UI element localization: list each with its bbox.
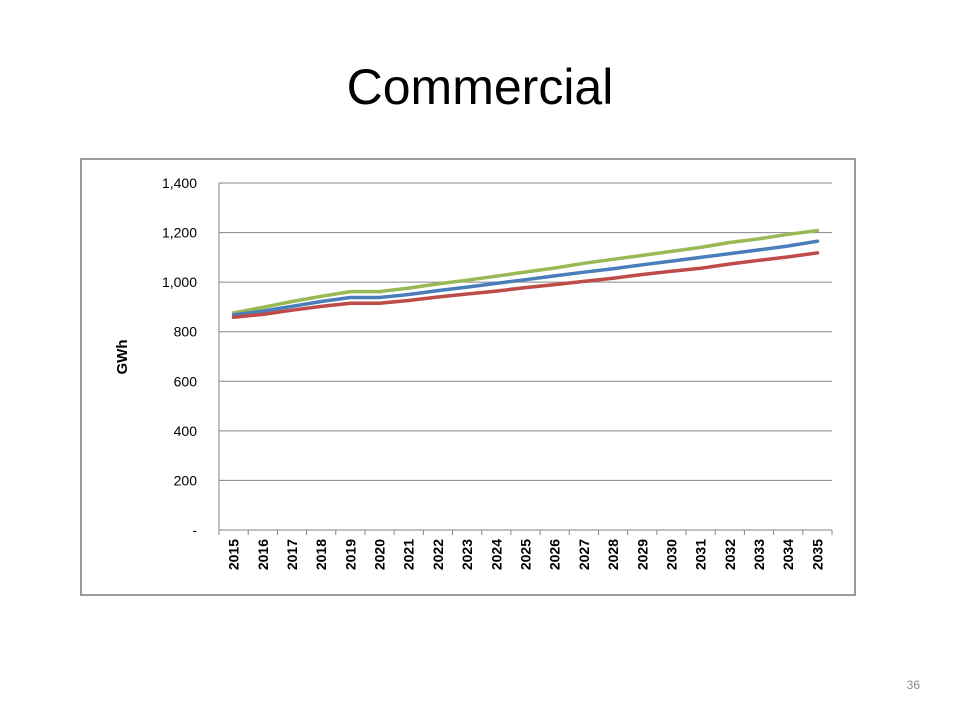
x-tick-label: 2031 — [693, 539, 709, 570]
y-tick-label: 200 — [174, 472, 198, 488]
x-tick-label: 2034 — [780, 539, 796, 570]
x-tick-label: 2020 — [372, 539, 388, 570]
y-tick-label: 400 — [174, 423, 198, 439]
x-tick-label: 2029 — [634, 539, 650, 570]
x-tick-label: 2032 — [722, 539, 738, 570]
x-tick-label: 2028 — [605, 539, 621, 570]
y-tick-label: - — [192, 522, 197, 538]
x-tick-label: 2033 — [751, 539, 767, 570]
x-tick-label: 2021 — [401, 539, 417, 570]
y-tick-label: 600 — [174, 373, 198, 389]
y-tick-label: 1,400 — [162, 175, 197, 191]
y-tick-label: 1,000 — [162, 274, 197, 290]
x-tick-label: 2026 — [547, 539, 563, 570]
x-tick-label: 2016 — [255, 539, 271, 570]
x-tick-label: 2035 — [809, 539, 825, 570]
line-chart: - 200 400 600 800 1,000 1,200 1,400 2015 2016 2017… — [114, 175, 833, 570]
y-tick-label: 1,200 — [162, 225, 197, 241]
series-line-2 — [231, 251, 820, 320]
x-tick-label: 2025 — [518, 539, 534, 570]
page-number: 36 — [906, 678, 920, 692]
y-axis-title: GWh — [114, 340, 131, 375]
slide-title: Commercial — [346, 59, 614, 115]
chart-frame: - 200 400 600 800 1,000 1,200 1,400 2015 2016 2017… — [80, 158, 856, 596]
x-tick-label: 2024 — [488, 539, 504, 570]
x-tick-label: 2019 — [342, 539, 358, 570]
series-line-0 — [231, 228, 820, 315]
x-tick-label: 2017 — [284, 539, 300, 570]
x-tick-label: 2023 — [459, 539, 475, 570]
x-tick-label: 2030 — [663, 539, 679, 570]
series-line-1 — [231, 239, 820, 317]
x-tick-label: 2018 — [313, 539, 329, 570]
y-tick-label: 800 — [174, 324, 198, 340]
x-tick-label: 2027 — [576, 539, 592, 570]
x-tick-label: 2022 — [430, 539, 446, 570]
x-tick-label: 2015 — [226, 539, 242, 570]
